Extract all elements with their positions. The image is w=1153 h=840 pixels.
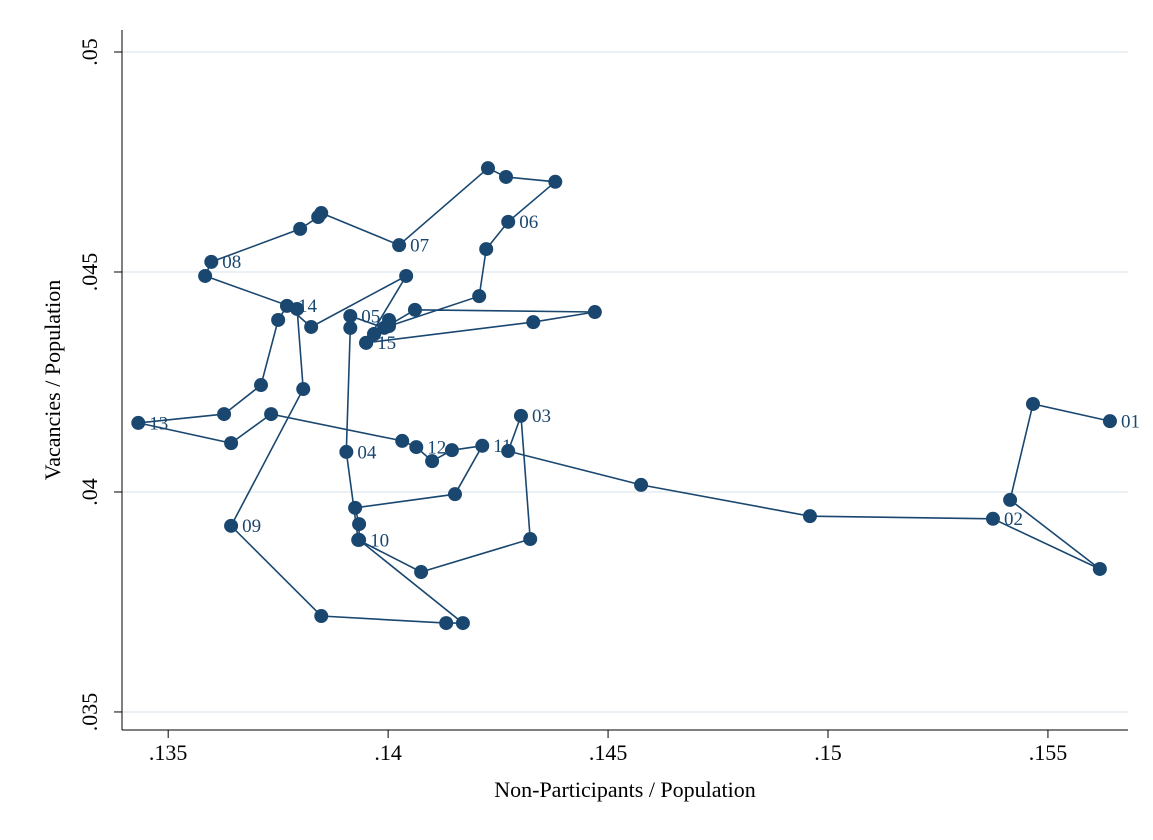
point <box>395 433 410 448</box>
point <box>296 382 311 397</box>
point <box>479 242 494 257</box>
point-label: 05 <box>361 306 380 327</box>
point <box>343 308 358 323</box>
point <box>217 407 232 422</box>
point <box>634 477 649 492</box>
point <box>985 511 1000 526</box>
point <box>523 532 538 547</box>
point <box>224 436 239 451</box>
point <box>548 174 563 189</box>
point <box>348 500 363 515</box>
x-tick-label: .14 <box>374 740 402 765</box>
point <box>501 444 516 459</box>
point <box>501 214 516 229</box>
point <box>271 312 286 327</box>
point <box>339 444 354 459</box>
y-tick-label: .05 <box>77 38 102 66</box>
point <box>343 320 358 335</box>
point <box>802 509 817 524</box>
point-label: 06 <box>519 212 538 233</box>
point <box>1092 561 1107 576</box>
point <box>1102 414 1117 429</box>
point <box>425 454 440 469</box>
point <box>304 319 319 334</box>
point-label: 08 <box>222 252 241 273</box>
point <box>472 289 487 304</box>
point <box>311 209 326 224</box>
point <box>198 268 213 283</box>
point <box>526 315 541 330</box>
point-label: 14 <box>298 296 318 317</box>
point <box>293 221 308 236</box>
point <box>475 438 490 453</box>
point <box>409 440 424 455</box>
point <box>1003 492 1018 507</box>
point <box>382 316 397 331</box>
x-axis-title: Non-Participants / Population <box>494 777 756 802</box>
point <box>407 302 422 317</box>
point <box>414 565 429 580</box>
point <box>367 327 382 342</box>
point <box>279 298 294 313</box>
point-label: 09 <box>242 516 261 537</box>
point <box>480 161 495 176</box>
point <box>204 254 219 269</box>
point-label: 15 <box>377 333 396 354</box>
point-label: 10 <box>370 530 389 551</box>
y-tick-label: .04 <box>77 478 102 506</box>
point <box>513 408 528 423</box>
point-label: 12 <box>427 437 446 458</box>
point <box>587 305 602 320</box>
point <box>447 487 462 502</box>
point <box>499 169 514 184</box>
x-tick-label: .155 <box>1029 740 1068 765</box>
x-tick-label: .135 <box>149 740 188 765</box>
point <box>1025 396 1040 411</box>
point-label: 07 <box>410 236 429 257</box>
point <box>439 616 454 631</box>
point-label: 11 <box>493 436 511 457</box>
point <box>444 443 459 458</box>
point <box>254 378 269 393</box>
point-label: 03 <box>532 406 551 427</box>
point <box>352 517 367 532</box>
point <box>392 238 407 253</box>
x-tick-label: .145 <box>589 740 628 765</box>
point <box>399 268 414 283</box>
point <box>314 609 329 624</box>
point <box>264 407 279 422</box>
x-tick-label: .15 <box>814 740 842 765</box>
point-label: 04 <box>357 442 377 463</box>
point-label: 02 <box>1004 509 1023 530</box>
point <box>131 415 146 430</box>
y-tick-label: .045 <box>77 253 102 292</box>
point-label: 01 <box>1121 411 1140 432</box>
point <box>455 616 470 631</box>
point <box>352 532 367 547</box>
point-label: 13 <box>149 413 168 434</box>
y-tick-label: .035 <box>77 693 102 732</box>
y-axis-title: Vacancies / Population <box>40 280 65 480</box>
point <box>224 518 239 533</box>
